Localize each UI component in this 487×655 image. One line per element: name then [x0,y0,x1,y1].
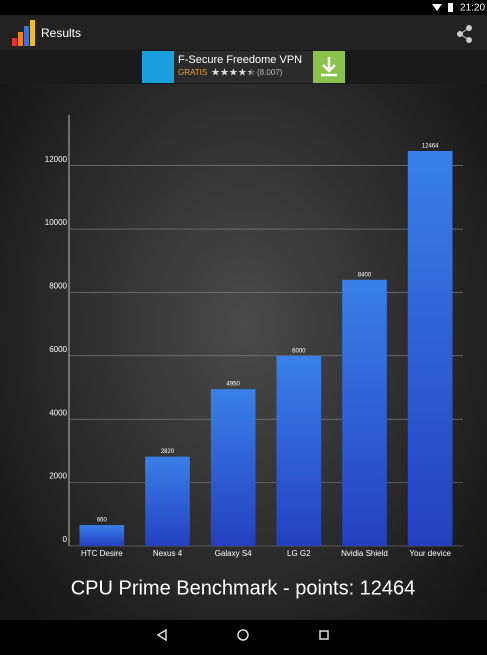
y-tick-label: 12000 [45,155,68,164]
x-tick-label: Nexus 4 [153,549,183,558]
battery-icon [448,3,453,12]
recents-button[interactable] [319,630,329,640]
value-label: 12464 [422,144,439,150]
home-button[interactable] [237,629,249,641]
value-label: 6000 [292,348,306,354]
status-bar [0,0,487,15]
bar [407,151,453,547]
y-tick-label: 0 [63,535,68,544]
y-tick-label: 6000 [49,345,67,354]
bar [145,456,190,546]
clock: 21:20 [460,3,485,14]
bar [210,389,256,546]
y-tick-label: 8000 [49,282,67,291]
app-icon [12,20,35,46]
chart-title: CPU Prime Benchmark - points: 12464 [71,577,416,599]
ad-title: F-Secure Freedome VPN [178,54,302,66]
y-tick-label: 4000 [49,408,67,417]
bar [342,279,387,546]
x-tick-label: Nvidia Shield [341,549,388,558]
download-icon [321,57,337,77]
nav-bar [0,620,487,650]
app-title: Results [41,26,81,40]
ad-banner[interactable]: F-Secure Freedome VPN GRATIS ★★★★★ ★★★★★… [142,51,345,83]
ad-label: GRATIS [178,68,207,77]
bar [276,355,322,546]
app-bar [0,15,487,50]
share-button[interactable] [457,25,472,43]
ad-stars-empty: ★★★★★ [211,68,256,79]
wifi-icon [432,4,442,11]
value-label: 8400 [358,272,372,278]
bar [79,525,125,546]
chart: 0 2000 4000 6000 8000 10000 12000 HTC Desire 660… [45,115,463,558]
y-tick-label: 2000 [49,472,67,481]
y-tick-label: 10000 [45,218,68,227]
ad-rating: ★★★★★ [211,68,256,79]
value-label: 2820 [161,449,175,455]
x-tick-label: LG G2 [287,549,311,558]
x-tick-label: HTC Desire [81,549,123,558]
value-label: 4950 [226,382,240,388]
ad-rating-count: (8.007) [257,68,283,77]
x-tick-label: Galaxy S4 [215,549,252,558]
ad-icon [142,51,174,83]
back-button[interactable] [156,628,167,642]
x-tick-label: Your device [409,549,451,558]
value-label: 660 [97,518,108,524]
